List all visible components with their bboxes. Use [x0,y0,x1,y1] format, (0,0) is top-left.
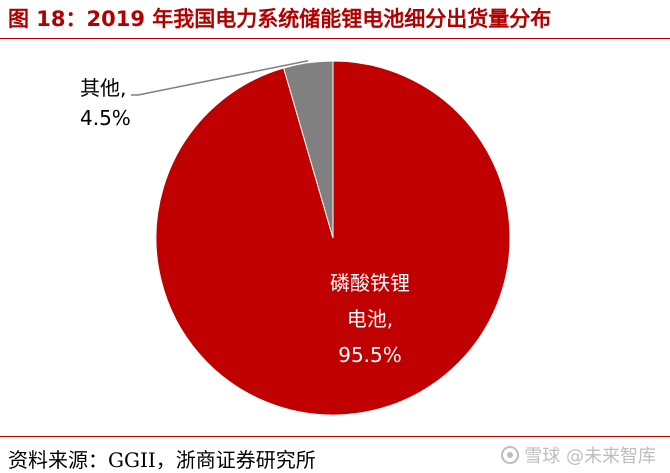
snowball-logo-icon [501,446,520,464]
slice-name-label-lfp: 电池, [347,307,393,331]
pie-slice-other [282,60,334,239]
leader-line-other [131,60,309,96]
source-note: 资料来源：GGII，浙商证券研究所 [8,448,316,472]
pie-chart-area: 磷酸铁锂电池, 95.5% 其他, 4.5% [0,40,670,430]
slice-value-label-lfp: 95.5% [338,343,402,367]
slice-value-label-other: 4.5% [80,106,131,130]
slice-name-label-other: 其他, [80,76,126,100]
watermark: 雪球 @未来智库 [500,442,656,468]
watermark-text: 雪球 @未来智库 [524,446,656,467]
figure-title: 图 18：2019 年我国电力系统储能锂电池细分出货量分布 [8,7,552,31]
title-divider [0,38,670,39]
figure-header: 图 18：2019 年我国电力系统储能锂电池细分出货量分布 [0,0,670,34]
footer-divider [0,436,670,437]
slice-name-label-lfp: 磷酸铁锂 [330,271,410,295]
